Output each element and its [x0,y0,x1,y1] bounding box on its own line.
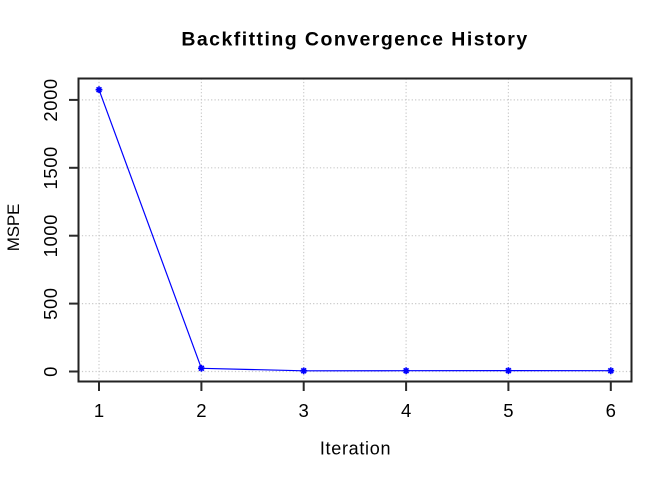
svg-text:2000: 2000 [40,78,61,121]
svg-text:1500: 1500 [40,146,61,189]
svg-text:6: 6 [606,400,616,421]
svg-text:500: 500 [40,287,61,320]
svg-text:Iteration: Iteration [320,439,391,459]
svg-text:1000: 1000 [40,214,61,257]
svg-text:4: 4 [401,400,411,421]
svg-text:Backfitting Convergence Histor: Backfitting Convergence History [181,29,528,51]
svg-text:0: 0 [40,366,61,377]
svg-text:2: 2 [196,400,206,421]
svg-text:1: 1 [94,400,104,421]
svg-text:3: 3 [299,400,309,421]
svg-text:5: 5 [503,400,513,421]
svg-text:MSPE: MSPE [4,204,23,251]
